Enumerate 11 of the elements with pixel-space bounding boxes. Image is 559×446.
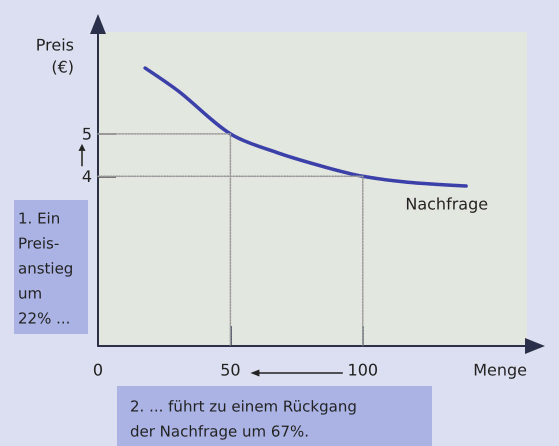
line-series [143, 66, 468, 188]
y-tick-label: 4 [82, 166, 92, 186]
x-tick-label: 100 [348, 360, 378, 380]
x-tick-label: 50 [220, 360, 241, 380]
text: 2. ... führt zu einem Rückgang der Nachfrage um 67%. [130, 398, 357, 440]
y-axis-title: Preis (€) [36, 36, 74, 76]
y-tick-label: 5 [82, 124, 92, 144]
text: 1. Ein Preis- anstieg um 22% ... [18, 210, 74, 328]
x-tick-label: 0 [92, 360, 104, 380]
x-axis-title: Menge [473, 360, 527, 380]
series-label: Nachfrage [405, 194, 488, 214]
